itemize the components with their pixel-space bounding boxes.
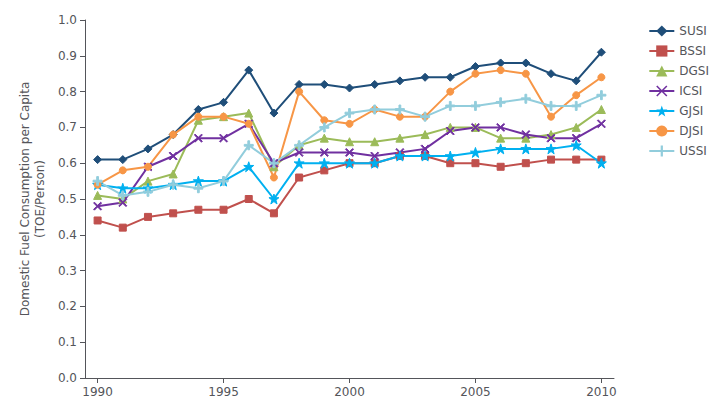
svg-text:0.0: 0.0	[58, 371, 77, 385]
svg-text:BSSI: BSSI	[679, 44, 706, 58]
svg-text:ICSI: ICSI	[679, 84, 702, 98]
svg-text:GJSI: GJSI	[679, 104, 703, 118]
svg-text:0.7: 0.7	[58, 120, 77, 134]
svg-text:0.9: 0.9	[58, 49, 77, 63]
svg-text:SUSI: SUSI	[679, 24, 707, 38]
svg-text:1995: 1995	[208, 385, 239, 399]
svg-text:0.4: 0.4	[58, 228, 77, 242]
svg-text:2005: 2005	[460, 385, 491, 399]
svg-text:0.2: 0.2	[58, 299, 77, 313]
svg-text:0.1: 0.1	[58, 335, 77, 349]
svg-text:1.0: 1.0	[58, 13, 77, 27]
svg-text:1990: 1990	[82, 385, 113, 399]
svg-text:2000: 2000	[334, 385, 365, 399]
svg-text:0.5: 0.5	[58, 192, 77, 206]
svg-text:DGSI: DGSI	[679, 64, 709, 78]
svg-text:0.3: 0.3	[58, 264, 77, 278]
svg-text:Domestic Fuel Consumption per: Domestic Fuel Consumption per Capita	[18, 82, 32, 317]
svg-text:USSI: USSI	[679, 144, 707, 158]
svg-text:0.8: 0.8	[58, 85, 77, 99]
svg-text:0.6: 0.6	[58, 156, 77, 170]
svg-text:2010: 2010	[586, 385, 617, 399]
svg-text:(TOE/Person): (TOE/Person)	[33, 160, 47, 238]
svg-text:DJSI: DJSI	[679, 124, 703, 138]
